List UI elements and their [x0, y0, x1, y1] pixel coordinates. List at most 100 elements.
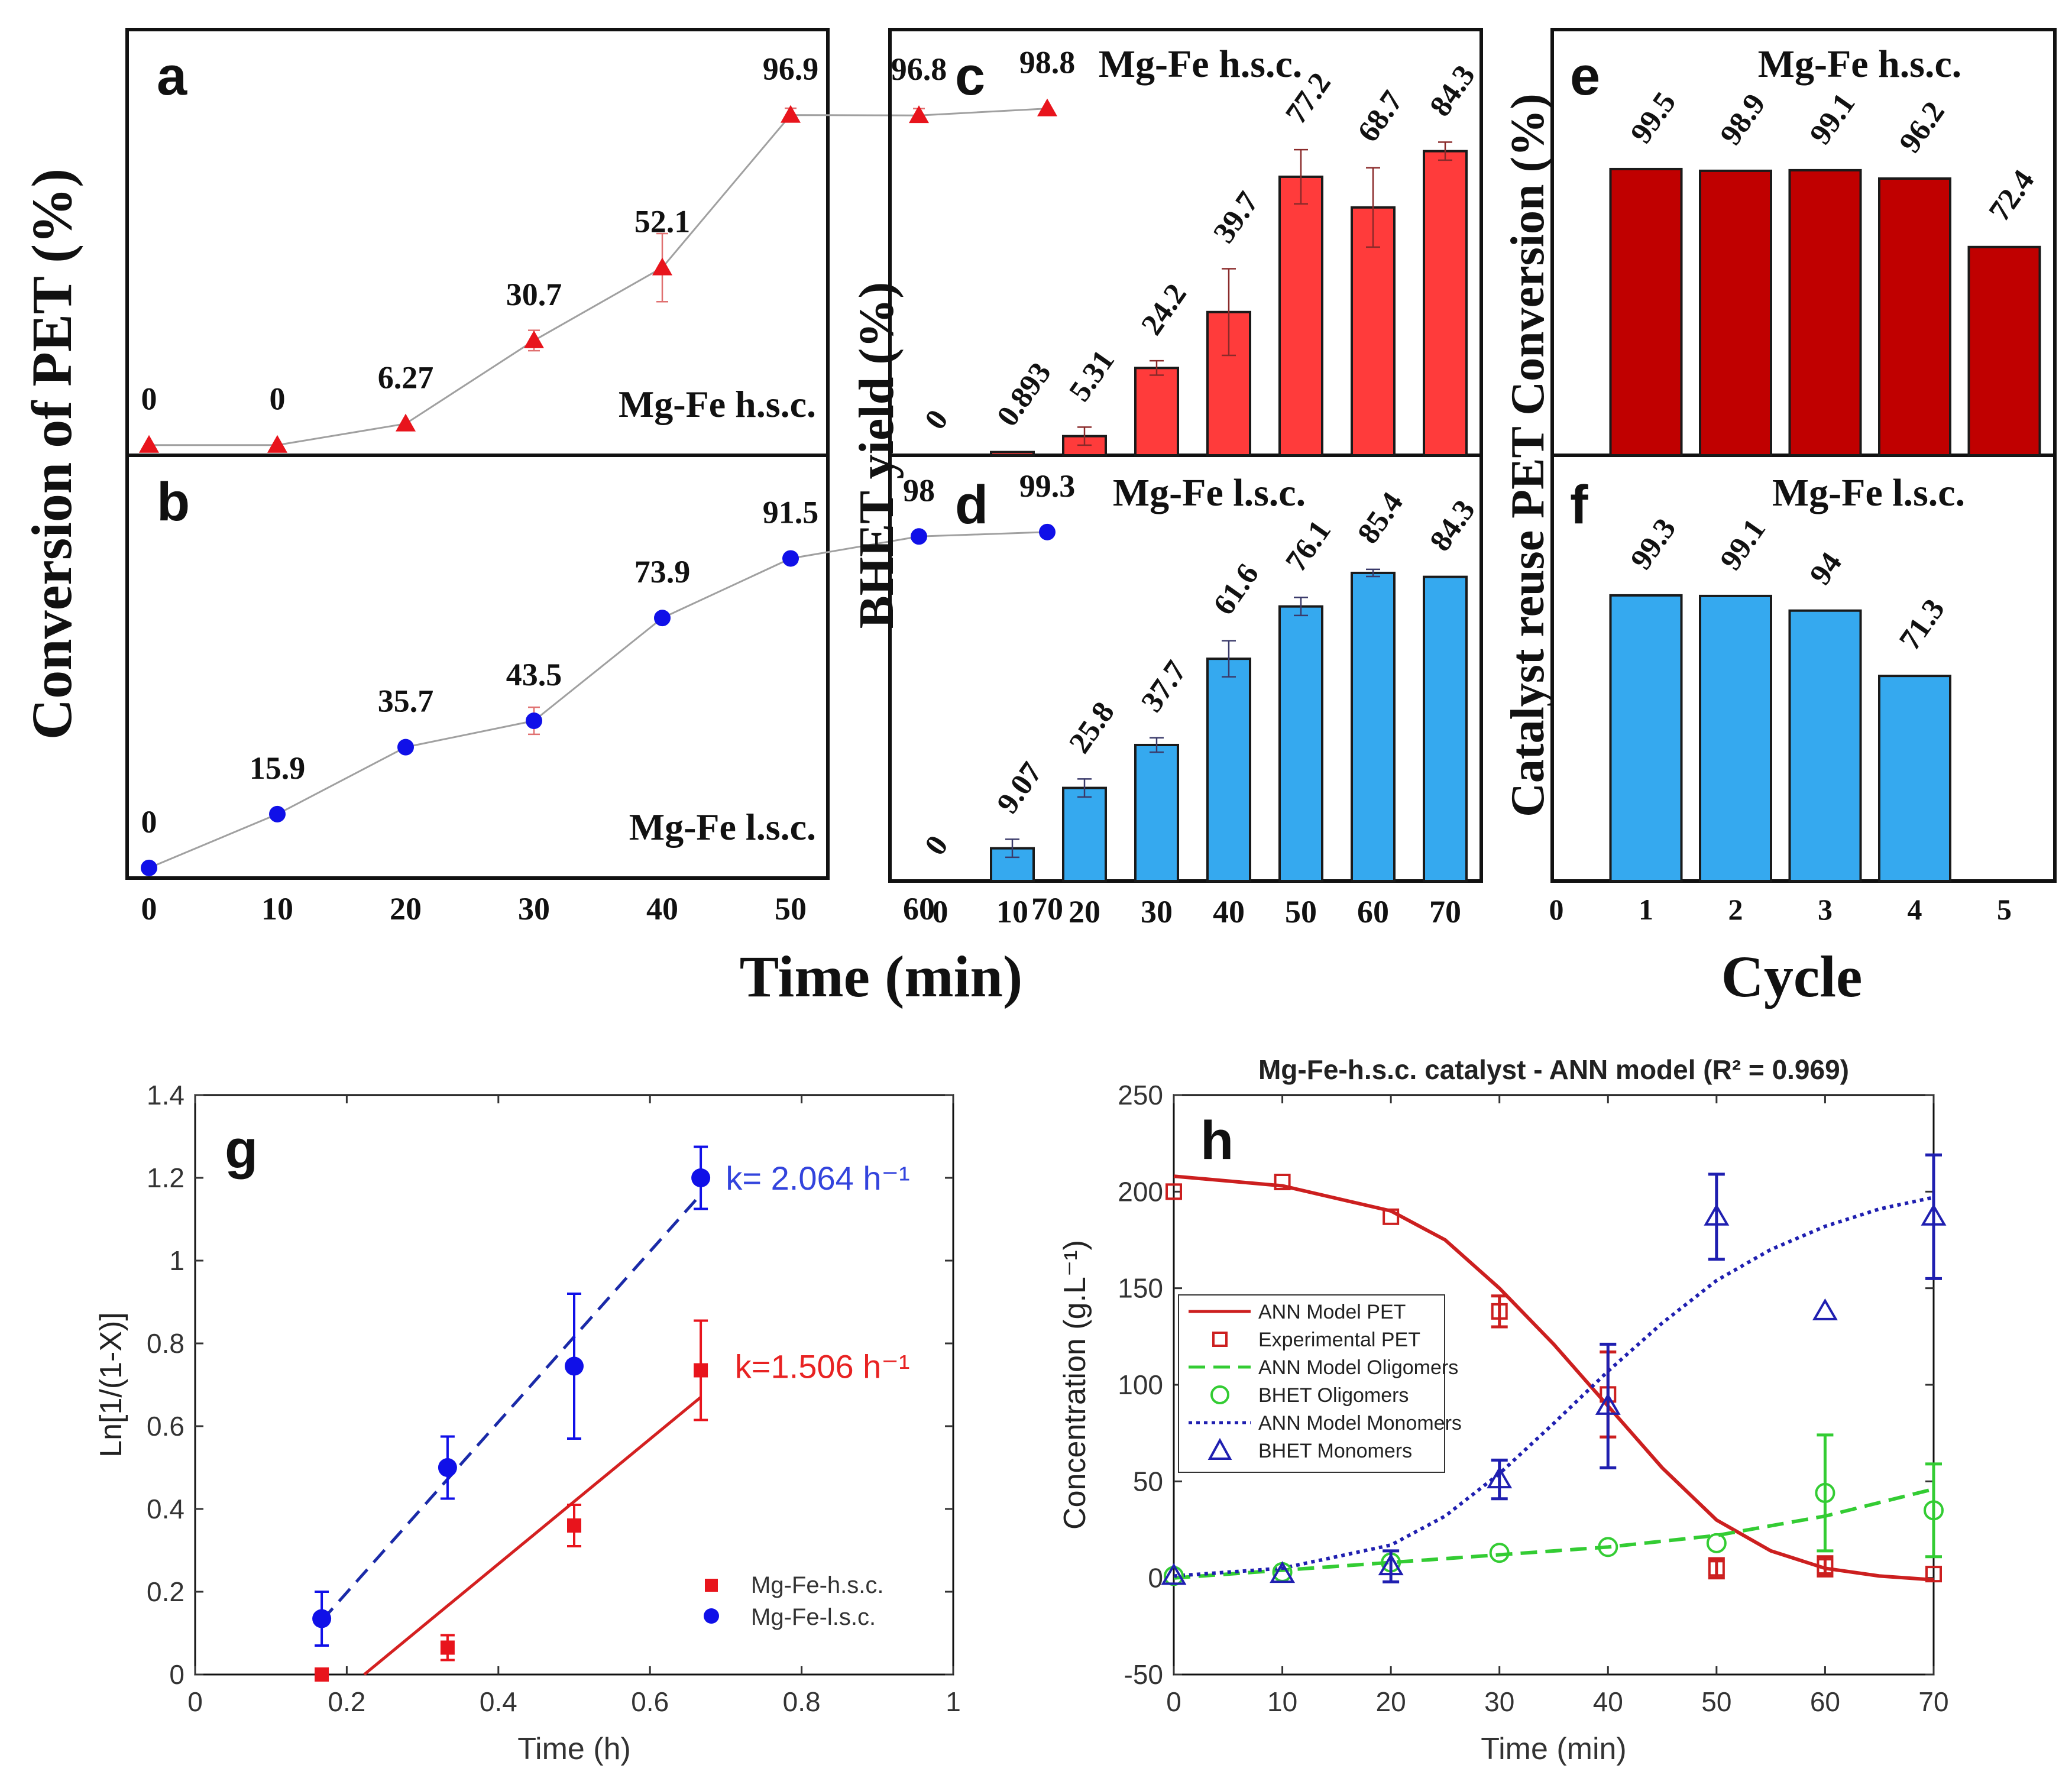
panel-h-x-tick: 30: [1484, 1686, 1514, 1717]
panel-h-legend-label: Experimental PET: [1258, 1329, 1420, 1351]
panel-g-point: [694, 1363, 708, 1378]
panel-h-point: [1161, 1563, 1187, 1585]
panel-a-point: [1037, 98, 1057, 116]
panel-h-x-tick: 10: [1267, 1686, 1297, 1717]
panel-ab-x-tick: 70: [1031, 891, 1063, 927]
panel-ab-y-axis-label: Conversion of PET (%): [20, 169, 83, 740]
panel-d-bar: [1134, 743, 1179, 882]
panel-h-point: [1166, 1183, 1182, 1200]
panel-c-bar: [1278, 175, 1323, 456]
panel-h-y-tick: 150: [1118, 1273, 1163, 1304]
panel-g-y-axis-label: Ln[1/(1-X)]: [94, 1312, 128, 1458]
panel-b-data-label: 98: [903, 472, 935, 508]
panel-g-fit-line-0: [363, 1396, 702, 1676]
panel-a-data-label: 30.7: [506, 277, 562, 312]
panel-h-point: [1921, 1203, 1947, 1226]
panel-h-point: [1706, 1533, 1727, 1553]
panel-g-point: [691, 1168, 711, 1187]
panel-label-e: e: [1570, 46, 1600, 106]
panel-cd-x-tick: 0: [933, 894, 948, 929]
panel-d-bar: [1423, 575, 1468, 882]
panel-g-legend-label: Mg-Fe-h.s.c.: [751, 1572, 883, 1598]
panel-e-bar: [1609, 167, 1683, 456]
panel-g-y-tick: 1.4: [147, 1080, 184, 1110]
panel-g-x-tick: 0.8: [783, 1686, 821, 1717]
panel-h-point: [1270, 1561, 1296, 1583]
panel-g-legend-marker-red: [705, 1579, 718, 1592]
panel-label-c: c: [955, 46, 985, 106]
panel-e-bar: [1699, 169, 1772, 456]
panel-e-bar: [1878, 177, 1951, 456]
panel-g-legend-marker-blue: [704, 1608, 719, 1624]
panel-g-y-tick: 0.4: [147, 1494, 184, 1524]
panel-b-data-label: 73.9: [634, 554, 691, 590]
panel-a-data-label: 96.8: [891, 51, 947, 87]
panel-h-y-tick: -50: [1124, 1659, 1163, 1690]
panel-g-point: [438, 1458, 457, 1477]
panel-label-d: d: [955, 475, 988, 535]
panel-h-point: [1704, 1203, 1730, 1226]
panel-a-data-label: 96.9: [763, 51, 819, 87]
panel-d-bar: [1278, 605, 1323, 882]
panel-a-point: [267, 435, 287, 453]
panel-h-point: [1925, 1566, 1942, 1583]
panel-c-bar: [1351, 206, 1396, 456]
panel-f-bar: [1699, 594, 1772, 882]
panel-label-g: g: [225, 1119, 258, 1180]
panel-g-rate-label-red: k=1.506 h⁻¹: [735, 1348, 910, 1385]
panel-g-x-tick: 0.4: [480, 1686, 517, 1717]
panel-h-legend-marker: [1210, 1385, 1229, 1404]
panel-g-fit-line-1: [320, 1193, 702, 1622]
panel-h-point: [1815, 1482, 1835, 1503]
panel-d-title: Mg-Fe l.s.c.: [1113, 471, 1306, 514]
panel-g-rate-label-blue: k= 2.064 h⁻¹: [726, 1160, 909, 1197]
panel-ef-x-tick: 0: [1549, 893, 1564, 926]
panel-b-data-label: 99.3: [1019, 468, 1076, 504]
panel-b-connector-line: [148, 531, 1048, 869]
panel-h-y-tick: 50: [1133, 1466, 1163, 1497]
panel-h-legend-marker: [1207, 1437, 1232, 1460]
panel-b-data-label: 15.9: [250, 750, 306, 786]
panel-a-data-label: 0: [270, 381, 286, 417]
panel-c-bar: [990, 451, 1035, 457]
cycle-axis-title: Cycle: [1721, 944, 1863, 1009]
panel-ef-x-tick: 2: [1728, 893, 1743, 926]
panel-label-b: b: [157, 472, 190, 532]
panel-b-data-label: 0: [141, 804, 157, 840]
panel-h-point: [1812, 1298, 1838, 1320]
panel-g-point: [315, 1667, 329, 1682]
panel-f-bar: [1609, 594, 1683, 883]
panel-f-bar: [1878, 675, 1951, 882]
panel-cd-x-tick: 10: [996, 894, 1028, 929]
panel-h-legend-label: ANN Model Oligomers: [1258, 1356, 1458, 1379]
panel-b-point: [782, 550, 799, 567]
panel-h-point: [1487, 1466, 1513, 1489]
panel-g-frame: [194, 1094, 954, 1676]
panel-h-x-tick: 20: [1376, 1686, 1406, 1717]
panel-ab-x-tick: 60: [903, 891, 935, 927]
panel-g-y-tick: 0.8: [147, 1328, 184, 1359]
panel-h-point: [1598, 1537, 1618, 1557]
time-axis-title: Time (min): [740, 944, 1023, 1009]
panel-h-legend-label: BHET Oligomers: [1258, 1384, 1409, 1407]
panel-a-data-label: 6.27: [378, 360, 434, 396]
panel-h-point: [1383, 1208, 1400, 1225]
panel-h-legend-box: [1178, 1294, 1445, 1473]
panel-h-y-axis-label: Concentration (g.L⁻¹): [1058, 1240, 1092, 1530]
panel-h-x-tick: 70: [1918, 1686, 1948, 1717]
panel-a-point: [139, 435, 159, 453]
panel-ab-x-tick: 20: [390, 891, 422, 927]
panel-h-y-tick: 250: [1118, 1080, 1163, 1110]
panel-label-h: h: [1200, 1110, 1234, 1171]
panel-a-point: [652, 257, 672, 276]
panel-b-point: [397, 739, 414, 756]
panel-g-legend-label: Mg-Fe-l.s.c.: [751, 1604, 876, 1630]
panel-f-bar: [1788, 609, 1862, 883]
panel-ab-x-tick: 30: [518, 891, 550, 927]
panel-h-point: [1817, 1558, 1834, 1575]
panel-h-point: [1708, 1560, 1725, 1577]
panel-b-data-label: 91.5: [763, 494, 819, 530]
panel-h-legend-label: BHET Monomers: [1258, 1440, 1412, 1462]
panel-g-point: [312, 1609, 332, 1628]
panel-g-point: [440, 1640, 455, 1655]
